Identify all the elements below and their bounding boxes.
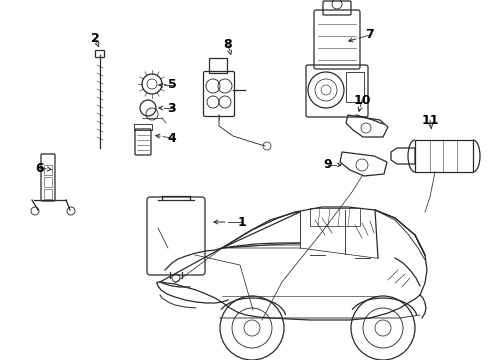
Text: 11: 11 [420,113,438,126]
Text: 7: 7 [365,28,374,41]
Text: 8: 8 [223,39,232,51]
Text: 2: 2 [90,31,99,45]
Bar [414,140,472,172]
Bar [346,72,363,102]
Text: 9: 9 [323,158,332,171]
Text: 5: 5 [167,78,176,91]
Text: 1: 1 [237,216,246,229]
Bar [44,165,52,175]
Text: 4: 4 [167,131,176,144]
Text: 6: 6 [36,162,44,175]
Bar [134,124,152,130]
Bar [208,58,226,73]
Bar [309,208,359,226]
Text: 3: 3 [167,102,176,114]
Text: 10: 10 [352,94,370,107]
Bar [44,177,52,187]
Bar [44,189,52,199]
